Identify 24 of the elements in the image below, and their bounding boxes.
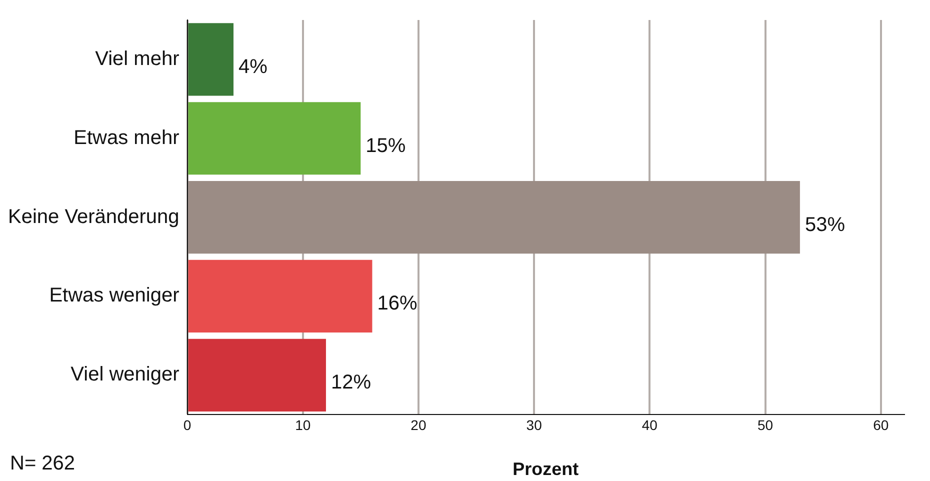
y-tick-label: Etwas mehr bbox=[74, 126, 180, 149]
bar bbox=[188, 102, 361, 175]
x-tick-label: 0 bbox=[183, 416, 192, 433]
data-label: 12% bbox=[330, 372, 372, 394]
y-tick-label: Keine Veränderung bbox=[8, 206, 180, 228]
data-label: 4% bbox=[238, 56, 268, 78]
bar bbox=[188, 23, 234, 96]
bar bbox=[188, 260, 372, 333]
x-tick-label: 40 bbox=[642, 416, 658, 433]
x-tick-label: 10 bbox=[295, 416, 311, 433]
x-tick-label: 20 bbox=[410, 416, 426, 433]
y-tick-label: Etwas weniger bbox=[49, 284, 180, 307]
y-tick-label: Viel weniger bbox=[70, 364, 180, 386]
x-axis-title: Prozent bbox=[512, 459, 579, 480]
data-label: 53% bbox=[804, 214, 846, 236]
data-label: 15% bbox=[366, 134, 406, 157]
x-tick-label: 50 bbox=[757, 416, 774, 433]
data-label: 16% bbox=[377, 292, 418, 315]
text: N= 262 bbox=[10, 452, 76, 475]
bar bbox=[188, 180, 800, 254]
y-tick-label: Viel mehr bbox=[95, 48, 180, 70]
x-tick-label: 30 bbox=[526, 416, 542, 433]
bar bbox=[188, 338, 326, 412]
x-tick-label: 60 bbox=[873, 416, 889, 433]
